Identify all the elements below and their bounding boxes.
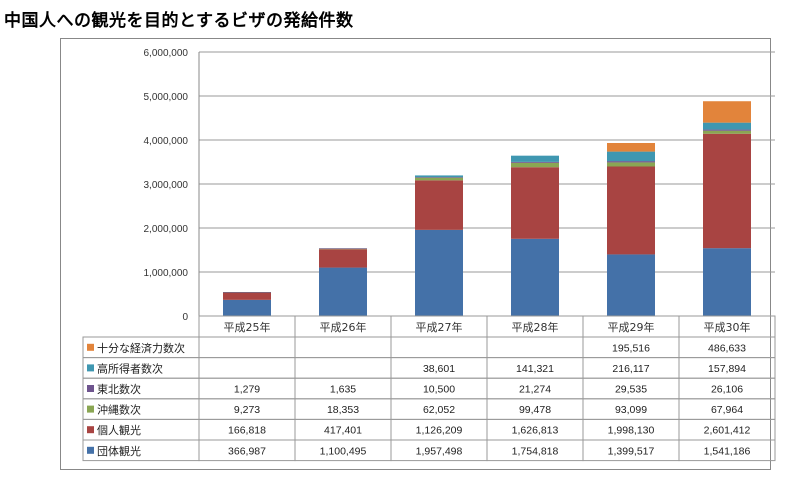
legend-swatch (87, 343, 94, 351)
legend-label: 十分な経済力数次 (97, 341, 185, 355)
bar-segment (607, 166, 655, 255)
table-cell (678, 439, 776, 462)
y-tick-label: 4,000,000 (144, 136, 189, 147)
bar-segment (511, 161, 559, 163)
data-label: 29,535 (615, 384, 647, 396)
bar-segment (511, 162, 559, 168)
data-label: 67,964 (711, 404, 743, 416)
table-cell (390, 336, 488, 359)
data-label: 195,516 (612, 342, 650, 354)
table-cell (294, 336, 392, 359)
y-tick-label: 2,000,000 (144, 224, 189, 235)
x-tick-label: 平成27年 (416, 320, 463, 334)
table-cell (198, 357, 296, 379)
data-label: 18,353 (327, 404, 359, 416)
data-label: 1,626,813 (512, 425, 559, 437)
x-tick-label: 平成25年 (224, 320, 271, 334)
data-label: 166,818 (228, 425, 266, 437)
x-tick-label: 平成28年 (512, 320, 559, 334)
x-tick-label: 平成30年 (704, 320, 751, 334)
data-label: 1,541,186 (704, 445, 751, 457)
bar-segment (703, 130, 751, 134)
data-label: 2,601,412 (704, 425, 751, 437)
bar-segment (511, 167, 559, 239)
data-label: 1,399,517 (608, 445, 655, 457)
bar-segment (607, 151, 655, 162)
legend-label: 沖縄数次 (97, 403, 141, 417)
legend-label: 個人観光 (97, 423, 141, 437)
bar-segment (319, 267, 367, 316)
bar-segment (223, 299, 271, 316)
data-label: 99,478 (519, 404, 551, 416)
y-tick-label: 3,000,000 (144, 180, 189, 191)
bar-segment (703, 129, 751, 131)
data-label: 62,052 (423, 404, 455, 416)
data-label: 1,635 (330, 384, 356, 396)
x-tick-label: 平成26年 (320, 320, 367, 334)
chart-title: 中国人への観光を目的とするビザの発給件数 (4, 11, 354, 31)
bar-segment (703, 122, 751, 130)
bar-segment (415, 177, 463, 181)
data-label: 216,117 (612, 363, 649, 375)
legend-swatch (87, 405, 94, 413)
bar-segment (607, 142, 655, 152)
bar-segment (511, 238, 559, 316)
legend-swatch (87, 426, 94, 434)
legend-label: 団体観光 (97, 444, 141, 458)
bar-segment (415, 229, 463, 316)
data-label: 93,099 (615, 404, 647, 416)
table-cell (294, 357, 392, 379)
bar-segment (319, 249, 367, 268)
y-tick-label: 1,000,000 (144, 268, 189, 279)
legend-label: 高所得者数次 (97, 361, 163, 375)
bar-segment (415, 180, 463, 230)
data-label: 10,500 (423, 384, 455, 396)
x-tick-label: 平成29年 (608, 320, 655, 334)
y-tick-label: 5,000,000 (144, 92, 189, 103)
y-tick-label: 6,000,000 (144, 48, 189, 59)
data-label: 9,273 (234, 404, 260, 416)
bar-segment (607, 161, 655, 163)
data-label: 1,998,130 (608, 425, 655, 437)
bar-segment (415, 177, 463, 178)
y-tick-label: 0 (182, 312, 188, 323)
bar-segment (703, 101, 751, 123)
data-label: 1,126,209 (416, 425, 463, 437)
data-label: 26,106 (711, 384, 743, 396)
bar-segment (415, 175, 463, 178)
data-label: 1,957,498 (416, 445, 463, 457)
bar-segment (223, 292, 271, 300)
bar-segment (607, 254, 655, 316)
table-cell (198, 336, 296, 359)
bar-segment (703, 248, 751, 316)
bar-segment (223, 292, 271, 293)
legend-swatch (87, 364, 94, 372)
legend-swatch (87, 446, 94, 454)
data-label: 417,401 (324, 425, 362, 437)
data-label: 366,987 (228, 445, 266, 457)
bar-segment (319, 248, 367, 249)
bar-segment (703, 133, 751, 249)
legend-swatch (87, 385, 94, 392)
bar-segment (607, 162, 655, 167)
data-label: 38,601 (423, 363, 455, 375)
legend-label: 東北数次 (97, 382, 141, 396)
bar-segment (511, 155, 559, 162)
data-label: 157,894 (708, 363, 746, 375)
data-label: 141,321 (516, 363, 554, 375)
data-label: 486,633 (708, 342, 746, 354)
table-cell (486, 336, 584, 359)
data-label: 21,274 (519, 384, 551, 396)
data-label: 1,754,818 (512, 445, 559, 457)
data-label: 1,100,495 (320, 445, 367, 457)
data-label: 1,279 (234, 384, 260, 396)
